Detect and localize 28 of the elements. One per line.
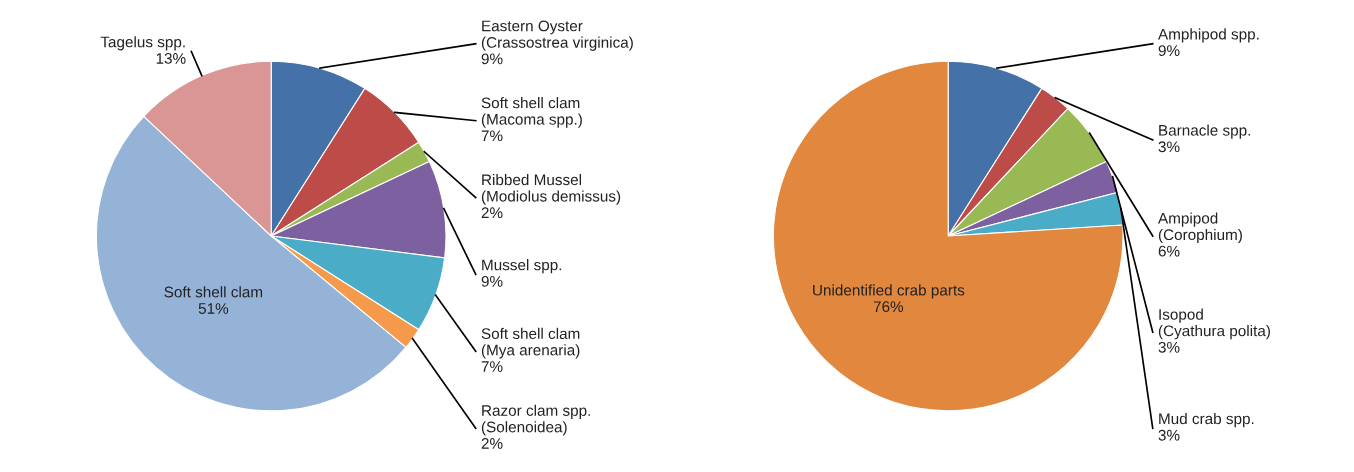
slice-label: Soft shell clam	[164, 286, 263, 298]
data-label: 2%	[481, 438, 503, 449]
data-label: 3%	[1158, 429, 1180, 441]
data-label: 7%	[481, 130, 503, 142]
slice-label: Unidentified crab parts	[813, 284, 965, 299]
slice-label: Mussel spp.	[482, 259, 562, 274]
slice-label: Mud crab spp.	[1159, 412, 1254, 428]
slice-label: Barnacle spp.	[1159, 124, 1250, 139]
slice-label: Tagelus spp.	[100, 36, 185, 51]
data-label: 9%	[481, 53, 503, 65]
data-label: 13%	[156, 53, 186, 64]
data-label: 9%	[481, 275, 503, 287]
slice-label: Amphipod spp.	[1158, 28, 1259, 43]
slice-label: Ribbed Mussel (Modiolus demissus)	[481, 173, 621, 205]
slice-label: Soft shell clam (Macoma spp.)	[481, 97, 582, 128]
slice-label: Isopod (Cyathura polita)	[1158, 308, 1270, 340]
slice-label: Soft shell clam (Mya arenaria)	[481, 327, 580, 359]
data-label: 51%	[198, 303, 229, 314]
data-label: 76%	[873, 301, 904, 313]
data-label: 9%	[1158, 45, 1180, 57]
data-label: 6%	[1158, 245, 1180, 257]
data-label: 3%	[1158, 341, 1180, 353]
data-label: 3%	[1158, 141, 1180, 153]
slice-label: Ampipod (Corophium)	[1158, 212, 1242, 244]
data-label: 7%	[481, 361, 503, 372]
slice-label: Eastern Oyster (Crassostrea virginica)	[481, 20, 633, 51]
data-label: 2%	[481, 207, 503, 219]
slice-label: Razor clam spp. (Solenoidea)	[481, 404, 590, 436]
